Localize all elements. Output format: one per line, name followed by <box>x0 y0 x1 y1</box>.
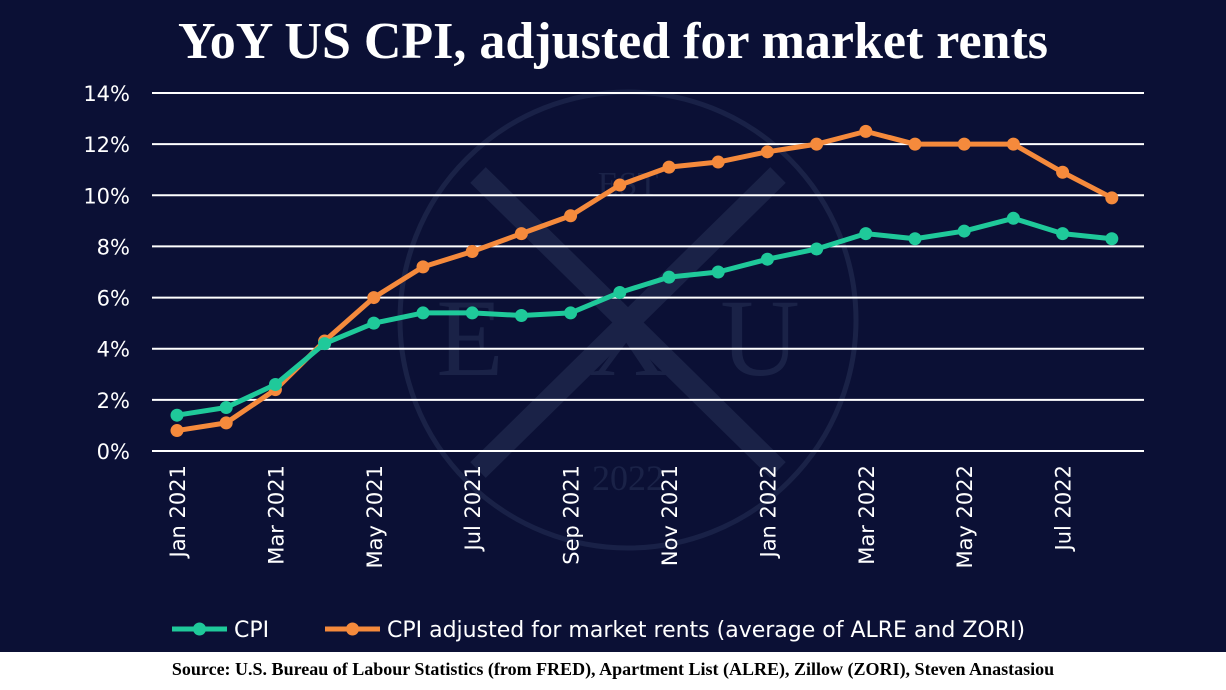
data-point <box>760 145 774 159</box>
data-point <box>760 252 774 266</box>
data-point <box>1006 137 1020 151</box>
data-point <box>662 160 676 174</box>
y-tick-label: 6% <box>97 287 130 311</box>
data-point <box>908 137 922 151</box>
x-tick-label: Sep 2021 <box>560 465 584 565</box>
data-point <box>810 242 824 256</box>
data-point <box>1105 191 1119 205</box>
data-point <box>711 155 725 169</box>
data-point <box>1056 227 1070 241</box>
data-point <box>957 137 971 151</box>
legend-swatch-marker <box>346 622 359 636</box>
y-tick-label: 4% <box>97 338 130 362</box>
data-point <box>219 416 233 430</box>
series-cpi-adjusted <box>170 124 1119 438</box>
series-layer <box>170 124 1119 438</box>
y-tick-label: 2% <box>97 389 130 413</box>
y-tick-label: 12% <box>83 133 130 157</box>
chart-title: YoY US CPI, adjusted for market rents <box>177 13 1048 70</box>
series-line <box>176 128 1113 434</box>
data-point <box>268 378 282 392</box>
legend-swatch-marker <box>193 622 206 636</box>
series-line <box>176 215 1113 418</box>
data-point <box>908 232 922 246</box>
legend-label: CPI <box>234 618 269 643</box>
data-point <box>170 408 184 422</box>
x-axis: Jan 2021 Mar 2021 May 2021 Jul 2021 Sep 2021… <box>166 465 1076 569</box>
data-point <box>219 401 233 415</box>
data-point <box>367 291 381 305</box>
data-point <box>1006 211 1020 225</box>
watermark-text-center: X <box>588 277 667 399</box>
data-point <box>514 308 528 322</box>
data-point <box>859 227 873 241</box>
legend-label: CPI adjusted for market rents (average o… <box>387 618 1025 643</box>
y-tick-label: 8% <box>97 235 130 259</box>
y-axis: 0% 2% 4% 6% 8% 10% 12% 14% <box>83 82 130 464</box>
data-point <box>465 306 479 320</box>
watermark-text-left: E <box>436 277 503 399</box>
data-point <box>318 337 332 351</box>
x-tick-label: Nov 2021 <box>658 465 682 566</box>
x-tick-label: Jul 2022 <box>1052 465 1076 552</box>
data-point <box>465 245 479 259</box>
x-tick-label: Jan 2021 <box>166 465 190 560</box>
data-point <box>613 285 627 299</box>
data-point <box>613 178 627 192</box>
data-point <box>662 270 676 284</box>
data-point <box>810 137 824 151</box>
line-chart: EST E X U 2022 0%2%4%6%8%10%12%14% Jan 2… <box>83 82 1144 643</box>
data-point <box>416 306 430 320</box>
data-point <box>859 124 873 138</box>
data-point <box>514 227 528 241</box>
data-point <box>416 260 430 274</box>
series-cpi <box>170 211 1119 422</box>
y-tick-label: 0% <box>97 440 130 464</box>
x-tick-label: Jan 2022 <box>756 465 780 560</box>
data-point <box>957 224 971 238</box>
data-point <box>367 316 381 330</box>
y-tick-label: 14% <box>83 82 130 106</box>
x-tick-label: May 2022 <box>953 465 977 569</box>
data-point <box>711 265 725 279</box>
data-point <box>1105 232 1119 246</box>
data-point <box>564 209 578 223</box>
grid-lines <box>152 92 1144 452</box>
y-tick-label: 10% <box>83 184 130 208</box>
watermark-text-right: U <box>720 277 799 399</box>
x-tick-label: Mar 2022 <box>855 465 879 565</box>
data-point <box>1056 165 1070 179</box>
data-point <box>170 424 184 438</box>
x-tick-label: Jul 2021 <box>461 465 485 552</box>
source-note: Source: U.S. Bureau of Labour Statistics… <box>0 652 1226 690</box>
x-tick-label: May 2021 <box>363 465 387 569</box>
legend: CPI CPI adjusted for market rents (averag… <box>172 618 1025 643</box>
data-point <box>564 306 578 320</box>
x-tick-label: Mar 2021 <box>264 465 288 565</box>
watermark-text-bottom: 2022 <box>592 458 664 498</box>
